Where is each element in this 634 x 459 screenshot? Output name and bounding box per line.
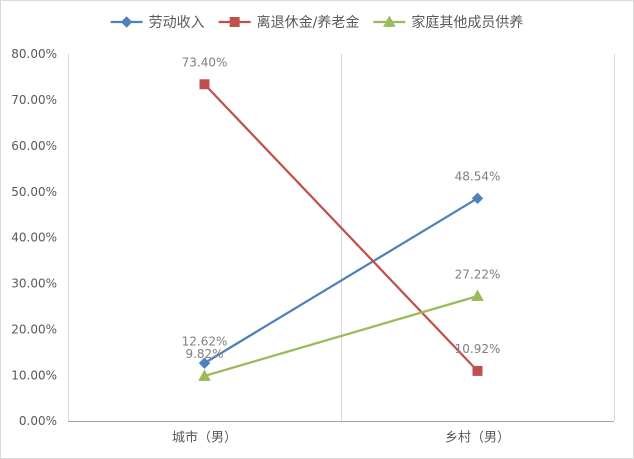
y-tick-label: 70.00% [11, 93, 57, 107]
series-line [203, 83, 479, 373]
data-point [199, 79, 210, 90]
series-group [198, 79, 484, 381]
legend-item: 家庭其他成员供养 [373, 14, 523, 31]
legend-label: 劳动收入 [149, 15, 205, 31]
data-point [198, 357, 211, 369]
legend-label: 家庭其他成员供养 [411, 14, 523, 31]
data-point [472, 365, 483, 376]
legend-marker [120, 16, 133, 28]
legend-item: 离退休金/养老金 [218, 14, 360, 31]
axes: 0.00% 10.00% 20.00% 30.00% 40.00% 50.00% 60.00… [11, 47, 614, 446]
y-tick-label: 10.00% [11, 368, 57, 382]
data-point [471, 289, 484, 302]
gridlines [68, 54, 615, 421]
legend-marker [229, 17, 240, 27]
data-label: 73.40% [182, 55, 228, 69]
y-tick-label: 60.00% [11, 139, 57, 153]
y-tick-label: 80.00% [11, 47, 57, 61]
y-tick-label: 50.00% [11, 185, 57, 199]
data-point [471, 192, 484, 205]
data-label: 48.54% [455, 170, 501, 184]
data-labels: 12.62% 48.54% 73.40% 10.92% 9.82% 27.22% [182, 55, 501, 361]
legend: 劳动收入 离退休金/养老金 家庭其他成员供养 [110, 14, 523, 31]
y-tick-label: 30.00% [11, 277, 57, 291]
y-tick-label: 20.00% [11, 322, 57, 336]
legend-label: 离退休金/养老金 [257, 14, 360, 31]
y-tick-label: 0.00% [19, 414, 57, 428]
series-2 [198, 289, 484, 381]
data-point [198, 369, 211, 381]
data-label: 10.92% [455, 342, 501, 356]
x-tick-label: 城市（男） [172, 430, 237, 446]
series-line [203, 295, 479, 378]
series-1 [199, 79, 483, 376]
legend-item: 劳动收入 [110, 15, 205, 31]
data-label: 9.82% [185, 347, 223, 361]
series-0 [198, 192, 484, 369]
series-line [203, 197, 479, 365]
data-label: 27.22% [455, 267, 501, 281]
y-tick-label: 40.00% [11, 231, 57, 245]
x-tick-label: 乡村（男） [445, 431, 510, 446]
legend-marker [383, 15, 396, 27]
data-label: 12.62% [182, 334, 228, 348]
